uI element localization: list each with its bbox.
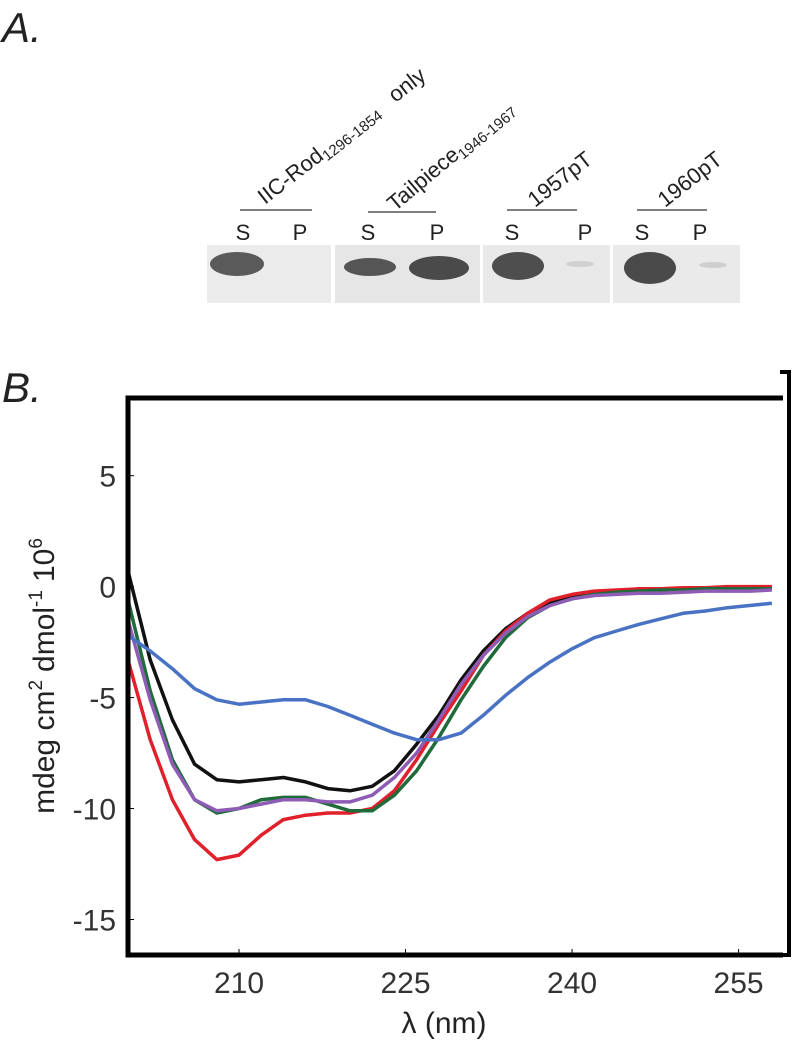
lane-label: P: [430, 220, 445, 245]
sample-subscript: 1296-1854: [319, 107, 386, 165]
data-line: [126, 601, 773, 742]
y-label-part: dmol: [28, 607, 61, 672]
lane-label: P: [293, 220, 308, 245]
y-label-part: mdeg cm: [28, 691, 61, 814]
y-label-sup: -1: [26, 590, 47, 607]
y-label-sup: 6: [26, 538, 47, 549]
sample-lines: [240, 209, 707, 213]
axes-frame: [125, 395, 783, 958]
lane-label: S: [635, 220, 650, 245]
lane-label: S: [505, 220, 520, 245]
data-line: [126, 570, 772, 793]
gel: [207, 245, 740, 303]
x-axis-label: λ (nm): [402, 1007, 487, 1040]
right-bracket: [780, 370, 791, 957]
sample-name: IIC-Rod: [253, 143, 328, 209]
sample-name: Tailpiece: [382, 142, 464, 216]
x-tick-label: 210: [214, 967, 264, 1000]
lane-label: S: [236, 220, 251, 245]
y-tick-label: 0: [99, 572, 116, 605]
sample-subscript: 1946-1967: [455, 104, 521, 163]
x-tick-label: 255: [714, 967, 764, 1000]
y-axis-label: mdeg cm2 dmol-1 106: [26, 538, 61, 814]
sample-suffix: only: [383, 62, 430, 107]
lane-label: S: [361, 220, 376, 245]
y-tick-label: -15: [73, 904, 116, 937]
panel-label: B.: [2, 364, 42, 411]
plot: 5 0 -5 -10 -15 210 225 240 255: [73, 461, 773, 1000]
y-tick-label: -5: [89, 683, 116, 716]
y-tick-label: -10: [73, 794, 116, 827]
sample-label: Tailpiece1946-1967: [382, 96, 521, 219]
panel-label: A.: [0, 4, 42, 51]
data-line: [126, 588, 772, 813]
y-label-part: 10: [28, 549, 61, 582]
x-tick-label: 225: [381, 967, 431, 1000]
y-tick-label: 5: [99, 461, 116, 494]
lane-label: P: [693, 220, 708, 245]
data-line: [126, 584, 772, 862]
y-label-sup: 2: [26, 680, 47, 691]
x-tick-label: 240: [547, 967, 597, 1000]
sample-label: 1960pT: [653, 146, 727, 212]
lane-label: P: [578, 220, 593, 245]
sample-label: 1957pT: [523, 146, 597, 212]
